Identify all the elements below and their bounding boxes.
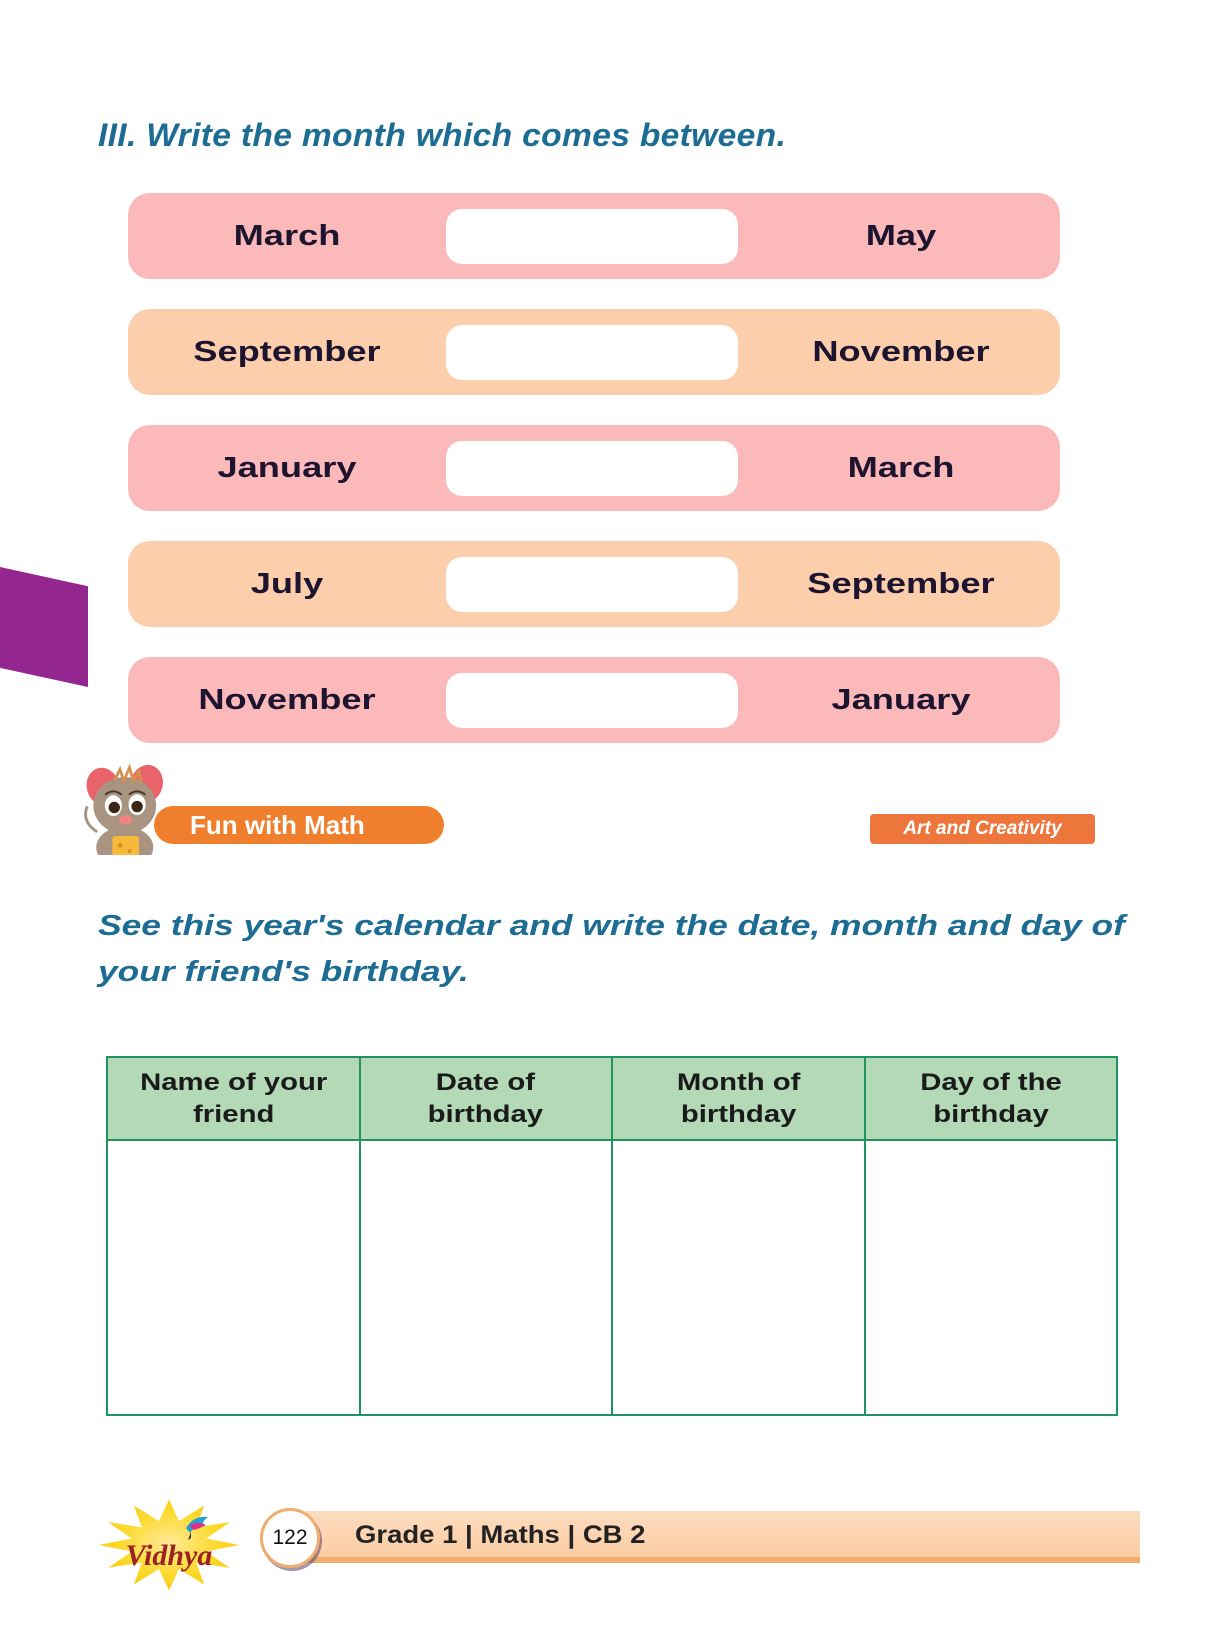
svg-text:Vidhya: Vidhya bbox=[126, 1539, 213, 1572]
